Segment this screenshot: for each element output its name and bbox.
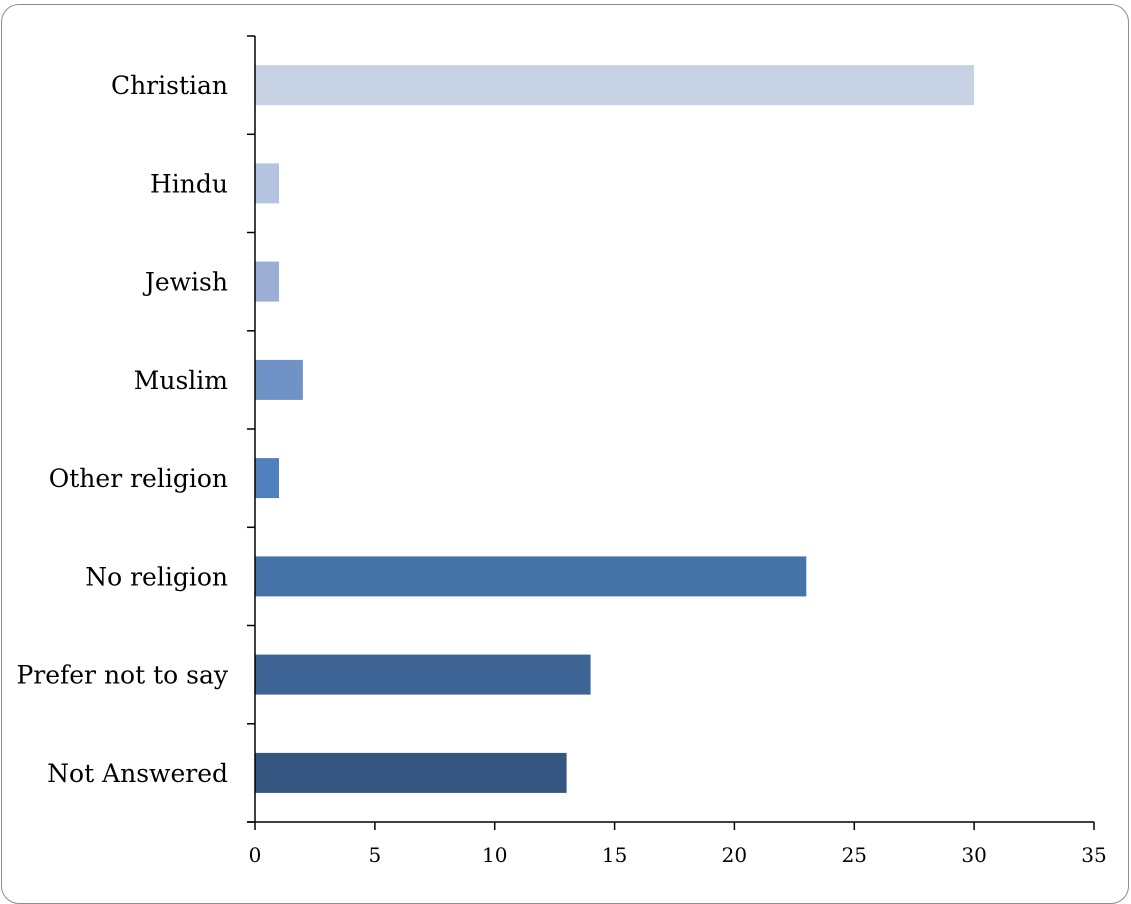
category-label: Hindu [150,169,228,198]
category-labels-group: Christian Hindu Jewish Muslim Other religion… [16,71,228,788]
bar-hindu [255,163,279,204]
x-tick-label: 0 [249,843,262,867]
x-tick-label: 5 [369,843,382,867]
bar-no-religion [255,556,807,597]
category-label: No religion [85,562,228,591]
bar-chart: Christian Hindu Jewish Muslim Other religion… [16,35,1107,867]
x-tick-label: 30 [961,843,986,867]
x-tick-label: 20 [722,843,747,867]
category-label: Prefer not to say [16,661,228,690]
x-tick-label: 15 [602,843,627,867]
category-label: Jewish [142,268,228,297]
x-tick-label: 10 [482,843,507,867]
tick-labels-group: 0 5 10 15 20 25 30 35 [249,843,1107,867]
bar-not-answered [255,752,567,793]
category-label: Christian [111,71,228,100]
x-tick-label: 35 [1081,843,1106,867]
category-label: Not Answered [47,759,228,788]
bars-group [255,65,975,793]
bar-muslim [255,359,303,400]
category-label: Other religion [49,464,228,493]
bar-other-religion [255,458,279,499]
bar-christian [255,65,975,106]
bar-prefer-not-to-say [255,654,591,695]
bar-jewish [255,261,279,302]
axes-group [247,35,1095,830]
x-tick-label: 25 [842,843,867,867]
category-label: Muslim [134,366,229,395]
